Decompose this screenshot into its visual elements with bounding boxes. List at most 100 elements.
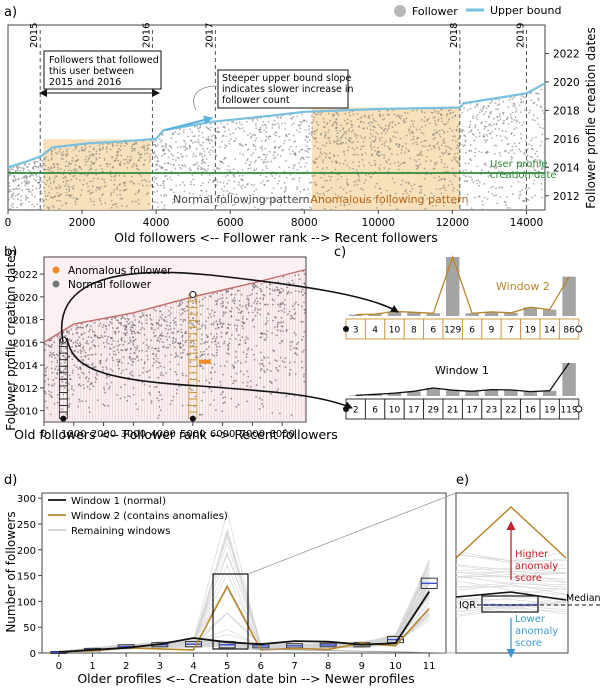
follower-dot (368, 114, 371, 117)
b-follower-dot (209, 313, 211, 316)
b-follower-dot (162, 346, 165, 348)
b-follower-dot (77, 373, 80, 376)
follower-dot (233, 176, 236, 178)
b-follower-dot (51, 353, 54, 356)
follower-dot (512, 111, 514, 114)
follower-dot (164, 175, 166, 178)
b-follower-dot (57, 369, 60, 371)
follower-dot (299, 158, 302, 161)
follower-dot (68, 188, 71, 191)
b-follower-dot (68, 330, 70, 333)
b-follower-dot (282, 275, 285, 278)
follower-dot (253, 184, 256, 186)
follower-dot (529, 92, 532, 95)
b-follower-dot (129, 352, 132, 355)
follower-dot (57, 195, 59, 197)
b-follower-dot (117, 322, 120, 324)
b-follower-dot (93, 321, 96, 324)
b-follower-dot (143, 333, 146, 336)
follower-dot (537, 92, 540, 95)
b-follower-dot (127, 319, 130, 321)
follower-dot (418, 158, 421, 161)
b-follower-dot (279, 342, 281, 345)
b-follower-dot (263, 294, 266, 297)
follower-dot (40, 180, 43, 183)
b-follower-dot (132, 375, 134, 377)
follower-dot (21, 202, 24, 205)
follower-dot (538, 176, 540, 179)
follower-dot (22, 176, 25, 178)
follower-dot (446, 166, 449, 168)
b-follower-dot (238, 300, 241, 302)
b-follower-dot (247, 298, 250, 300)
follower-dot (165, 144, 168, 146)
b-follower-dot (216, 292, 219, 295)
follower-dot (339, 129, 341, 132)
b-follower-dot (175, 352, 177, 355)
follower-dot (237, 199, 240, 202)
follower-dot (163, 207, 165, 210)
follower-dot (272, 187, 275, 190)
b-follower-dot (145, 338, 148, 341)
follower-dot (335, 112, 338, 115)
follower-dot (445, 115, 448, 117)
b-follower-dot (157, 327, 159, 329)
follower-dot (489, 123, 491, 126)
follower-dot (445, 151, 448, 153)
b-follower-dot (116, 358, 119, 361)
follower-dot (227, 193, 230, 195)
b-follower-dot (64, 373, 67, 376)
panel-d-ylabel: Number of followers (4, 511, 18, 632)
follower-dot (165, 146, 168, 149)
follower-dot (483, 105, 486, 107)
b-follower-dot (47, 383, 50, 386)
follower-dot (420, 185, 423, 188)
follower-dot (196, 161, 198, 164)
b-follower-dot (293, 313, 296, 315)
follower-dot (207, 139, 210, 141)
follower-dot (393, 181, 396, 184)
b-follower-dot (270, 392, 273, 395)
b-follower-dot (129, 395, 132, 398)
b-follower-dot (110, 318, 113, 321)
follower-dot (66, 179, 69, 182)
b-follower-dot (279, 329, 282, 332)
follower-dot (93, 147, 95, 150)
follower-dot (268, 150, 271, 153)
follower-dot (437, 141, 439, 144)
follower-dot (45, 183, 47, 186)
follower-dot (386, 189, 388, 192)
follower-dot (362, 145, 365, 148)
follower-dot (172, 132, 175, 135)
follower-dot (274, 200, 277, 203)
follower-dot (326, 122, 329, 124)
follower-dot (65, 194, 67, 197)
b-follower-dot (145, 322, 148, 325)
b-follower-dot (276, 323, 279, 326)
b-follower-dot (127, 395, 129, 397)
follower-dot (254, 139, 257, 142)
b-follower-dot (210, 377, 213, 380)
follower-dot (10, 190, 13, 193)
follower-dot (256, 119, 259, 121)
follower-dot (148, 156, 151, 158)
follower-dot (79, 194, 82, 197)
b-follower-dot (193, 325, 195, 327)
b-follower-dot (154, 355, 157, 357)
b-follower-dot (99, 362, 101, 365)
follower-dot (213, 122, 216, 125)
follower-dot (80, 168, 83, 171)
b-follower-dot (132, 343, 135, 346)
follower-dot (524, 96, 527, 99)
b-follower-dot (156, 339, 159, 342)
b-follower-dot (166, 332, 169, 335)
b-follower-dot (52, 351, 55, 354)
follower-dot (17, 169, 19, 172)
follower-dot (446, 113, 449, 116)
follower-dot (57, 168, 60, 171)
follower-dot (219, 146, 221, 148)
b-follower-dot (119, 397, 122, 400)
follower-dot (264, 158, 267, 161)
b-follower-dot (75, 328, 78, 331)
follower-dot (142, 163, 145, 166)
